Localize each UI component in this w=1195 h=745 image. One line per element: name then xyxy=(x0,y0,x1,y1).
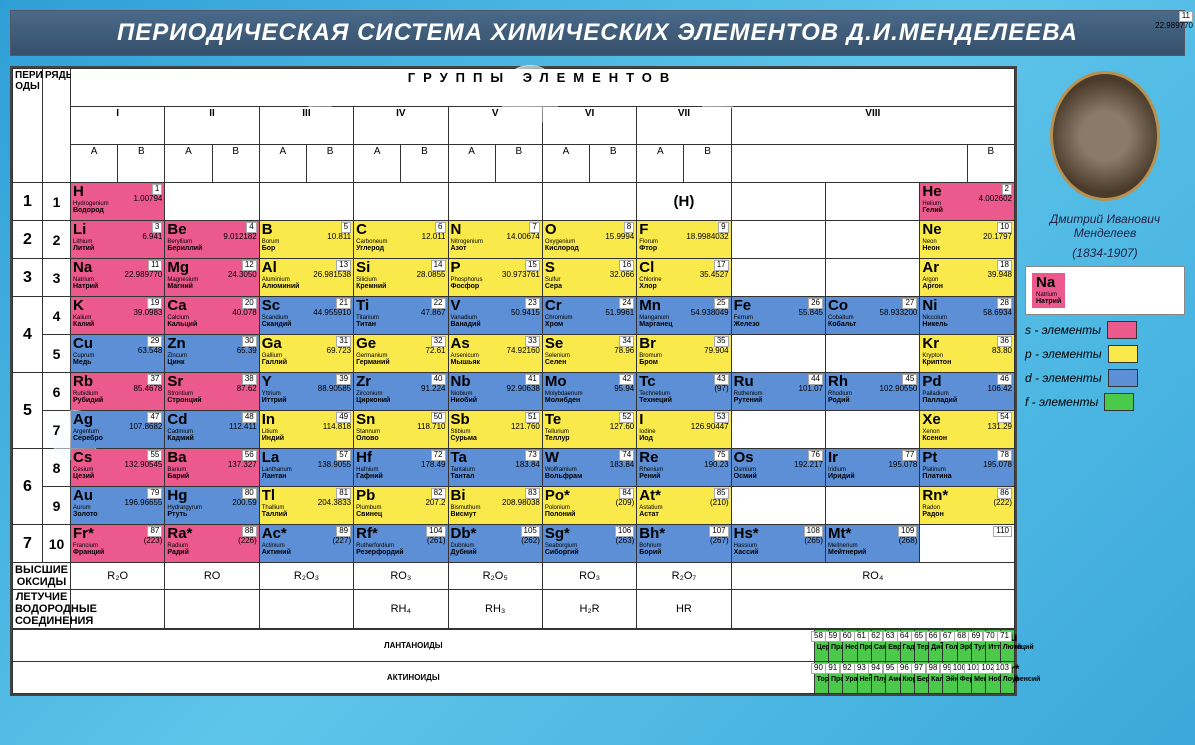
element-Rb: Rb3785.4678RubidiumРубидий xyxy=(71,373,165,411)
element-Ta: Ta73183.84TantalumТантал xyxy=(448,449,542,487)
element-Al: Al1326.981538AluminiumАлюминий xyxy=(259,259,353,297)
element-Ba: Ba56137.327BariumБарий xyxy=(165,449,259,487)
element-Ru: Ru44101.07RutheniumРутений xyxy=(731,373,825,411)
side-panel: Дмитрий Иванович Менделеев (1834-1907) N… xyxy=(1025,66,1185,696)
sample-mass: 22.989770 xyxy=(1155,22,1193,31)
element-Pd: Pd46106.42PalladiumПалладий xyxy=(920,373,1015,411)
element-F: F918.9984032FlorumФтор xyxy=(637,221,731,259)
element-C: C612.011CarboneumУглерод xyxy=(354,221,448,259)
element-Lu: Lu71Лютеций xyxy=(1000,630,1014,662)
element-Rh: Rh45102.90550RhodiumРодий xyxy=(826,373,920,411)
element-Sr: Sr3887.62StrontiumСтронций xyxy=(165,373,259,411)
element-Mo: Mo4295.94MolybdaenumМолибден xyxy=(542,373,636,411)
element-K: K1939.0983KaliumКалий xyxy=(71,297,165,335)
person-years: (1834-1907) xyxy=(1025,246,1185,260)
element-W: W74183.84WolframiumВольфрам xyxy=(542,449,636,487)
element-Hs*: Hs*108(265)HassiumХассий xyxy=(731,525,825,563)
element-Br: Br3579.904BromumБром xyxy=(637,335,731,373)
element-Cr: Cr2451.9961ChromiumХром xyxy=(542,297,636,335)
element-Db*: Db*105(262)DubniumДубний xyxy=(448,525,542,563)
element-He: He24.002602HeliumГелий xyxy=(920,183,1015,221)
element-Ni: Ni2858.6934NiccolumНикель xyxy=(920,297,1015,335)
element-Ca: Ca2040.078CalciumКальций xyxy=(165,297,259,335)
element-Ar: Ar1839.948ArgonАргон xyxy=(920,259,1015,297)
element-Po*: Po*84(209)PoloniumПолоний xyxy=(542,487,636,525)
element-Mg: Mg1224.3050MagnesiumМагний xyxy=(165,259,259,297)
mendeleev-portrait xyxy=(1050,71,1160,201)
person-name: Дмитрий Иванович Менделеев xyxy=(1025,212,1185,240)
element-Co: Co2758.933200CobaltumКобальт xyxy=(826,297,920,335)
element-La: La57138.9055LanthanumЛантан xyxy=(259,449,353,487)
element-At*: At*85(210)AstatiumАстат xyxy=(637,487,731,525)
element-Sg*: Sg*106(263)SeaborgiumСиборгий xyxy=(542,525,636,563)
element-Mn: Mn2554.938049ManganumМарганец xyxy=(637,297,731,335)
element-Os: Os76192.217OsmiumОсмий xyxy=(731,449,825,487)
element-P: P1530.973761PhosphorusФосфор xyxy=(448,259,542,297)
element-H: H11.00794HydrogeniumВодород xyxy=(71,183,165,221)
element-Sc: Sc2144.955910ScandiumСкандий xyxy=(259,297,353,335)
element-Pt: Pt78195.078PlatinumПлатина xyxy=(920,449,1015,487)
element-Re: Re75190.23RheniumРений xyxy=(637,449,731,487)
element-Bh*: Bh*107(267)BohriumБорий xyxy=(637,525,731,563)
legend-p: p - элементы xyxy=(1025,345,1185,363)
element-Hf: Hf72178.49HafniumГафний xyxy=(354,449,448,487)
sample-russian: Натрий xyxy=(1036,298,1061,306)
element-Ag: Ag47107.8682ArgentumСеребро xyxy=(71,411,165,449)
element-Ti: Ti2247.867TitaniumТитан xyxy=(354,297,448,335)
element-Bi: Bi83208.98038BismuthumВисмут xyxy=(448,487,542,525)
element-I: I53126.90447IodineИод xyxy=(637,411,731,449)
element-N: N714.00674NitrogeniumАзот xyxy=(448,221,542,259)
element-Xe: Xe54131.29XenonКсенон xyxy=(920,411,1015,449)
element-Te: Te52127.60TelluriumТеллур xyxy=(542,411,636,449)
element-Fe: Fe2655.845FerrumЖелезо xyxy=(731,297,825,335)
element-Sn: Sn50118.710StannumОлово xyxy=(354,411,448,449)
periodic-table: ПЕРИ-ОДЫРЯДЫГРУППЫ ЭЛЕМЕНТОВIIIIIIIVVVIV… xyxy=(10,66,1017,696)
element-O: O815.9994OxygeniumКислород xyxy=(542,221,636,259)
element-V: V2350.9415VanadiumВанадий xyxy=(448,297,542,335)
element-Fr*: Fr*87(223)FranciumФранций xyxy=(71,525,165,563)
element-Ra*: Ra*88(226)RadiumРадий xyxy=(165,525,259,563)
element-Li: Li36.941LithiumЛитий xyxy=(71,221,165,259)
element-Hg: Hg80200.59HydrargyrumРтуть xyxy=(165,487,259,525)
element-Cl: Cl1735.4527ChlorineХлор xyxy=(637,259,731,297)
element-Zn: Zn3065.39ZincumЦинк xyxy=(165,335,259,373)
element-Zr: Zr4091.224ZirconiumЦирконий xyxy=(354,373,448,411)
element-S: S1632.066SulfurСера xyxy=(542,259,636,297)
element-Si: Si1428.0855SiliciumКремний xyxy=(354,259,448,297)
element-As: As3374.92160ArsenicumМышьяк xyxy=(448,335,542,373)
sample-symbol: Na xyxy=(1036,274,1055,291)
element-In: In49114.818LitiumИндий xyxy=(259,411,353,449)
element-Lr*: Lr*103Лоуренсий xyxy=(1000,662,1014,694)
element-Sb: Sb51121.760StibiumСурьма xyxy=(448,411,542,449)
element-Rn*: Rn*86(222)RadonРадон xyxy=(920,487,1015,525)
element-Cs: Cs55132.90545CesiumЦезий xyxy=(71,449,165,487)
legend-d: d - элементы xyxy=(1025,369,1185,387)
element-Cu: Cu2963.548CuprumМедь xyxy=(71,335,165,373)
legend-s: s - элементы xyxy=(1025,321,1185,339)
element-Mt*: Mt*109(268)MeitneriumМейтнерий xyxy=(826,525,920,563)
legend-f: f - элементы xyxy=(1025,393,1185,411)
element-Tl: Tl81204.3833ThalliumТаллий xyxy=(259,487,353,525)
element-Pb: Pb82207.2PlumbumСвинец xyxy=(354,487,448,525)
legend-sample-cell: Na 11 22.989770 Natrium Натрий xyxy=(1025,266,1185,315)
element-Be: Be49.012182BerylliumБериллий xyxy=(165,221,259,259)
element-Ga: Ga3169.723GalliumГаллий xyxy=(259,335,353,373)
element-Y: Y3988.90585YttriumИттрий xyxy=(259,373,353,411)
element-Tc: Tc43(97)TechnetiumТехнеций xyxy=(637,373,731,411)
element-Au: Au79196.96655AurumЗолото xyxy=(71,487,165,525)
element-Na: Na1122.989770NatriumНатрий xyxy=(71,259,165,297)
element-Ir: Ir77195.078IridiumИридий xyxy=(826,449,920,487)
element-Ne: Ne1020.1797NeonНеон xyxy=(920,221,1015,259)
element-Ge: Ge3272.61GermaniumГерманий xyxy=(354,335,448,373)
element-Kr: Kr3683.80KryptonКриптон xyxy=(920,335,1015,373)
element-Rf*: Rf*104(261)RutherfordiumРезерфордий xyxy=(354,525,448,563)
element-Cd: Cd48112.411CadmiumКадмий xyxy=(165,411,259,449)
element-B: B510.811BorumБор xyxy=(259,221,353,259)
main-title: ПЕРИОДИЧЕСКАЯ СИСТЕМА ХИМИЧЕСКИХ ЭЛЕМЕНТ… xyxy=(10,10,1185,56)
element-Se: Se3478.96SeleniumСелен xyxy=(542,335,636,373)
element-Nb: Nb4192.90638NiobiumНиобий xyxy=(448,373,542,411)
element-Ac*: Ac*89(227)ActiniumАктиний xyxy=(259,525,353,563)
